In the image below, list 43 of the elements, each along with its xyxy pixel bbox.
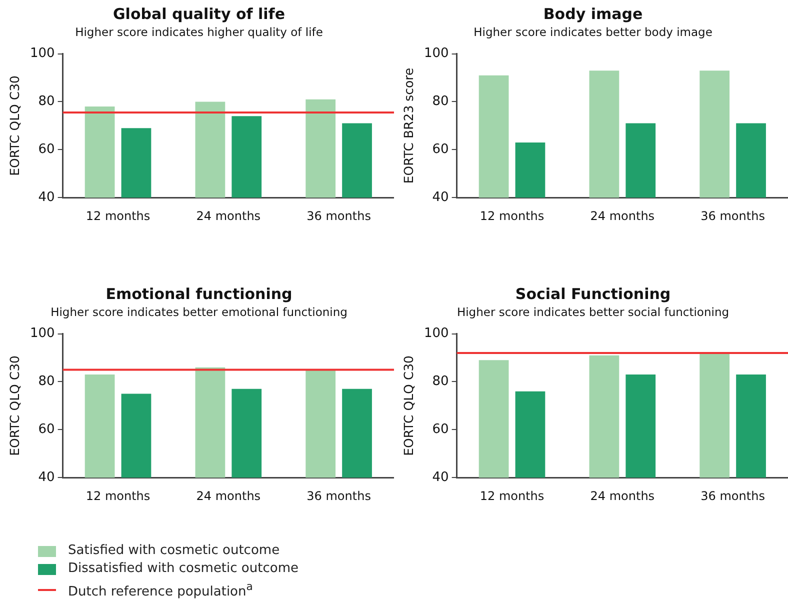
y-tick-label: 60 xyxy=(432,422,449,438)
y-tick-label: 40 xyxy=(38,470,55,485)
x-tick-label: 12 months xyxy=(86,488,150,503)
y-tick-label: 100 xyxy=(30,326,55,342)
x-tick-label: 24 months xyxy=(590,208,655,223)
y-tick-label: 80 xyxy=(432,374,449,390)
chart-title: Emotional functioning xyxy=(106,284,292,303)
legend-label: Dissatisfied with cosmetic outcome xyxy=(68,560,298,578)
chart-subtitle: Higher score indicates better body image xyxy=(474,24,712,39)
x-tick-label: 12 months xyxy=(86,208,150,223)
y-tick-label: 80 xyxy=(38,94,55,110)
y-tick-label: 40 xyxy=(432,190,449,205)
x-tick-label: 24 months xyxy=(196,488,261,503)
y-tick-label: 60 xyxy=(38,422,55,438)
x-tick-label: 24 months xyxy=(590,488,655,503)
y-tick-label: 100 xyxy=(424,46,449,62)
chart-subtitle: Higher score indicates better social functioning xyxy=(456,304,730,319)
y-tick-label: 100 xyxy=(30,46,55,62)
chart-subtitle: Higher score indicates better emotional functioning xyxy=(50,304,348,319)
y-tick-label: 40 xyxy=(432,470,449,485)
y-tick-label: 60 xyxy=(432,142,449,158)
chart-title: Social Functioning xyxy=(515,284,671,303)
y-axis-title: EORTC BR23 score xyxy=(400,67,416,184)
chart-title: Global quality of life xyxy=(112,4,286,23)
x-tick-label: 36 months xyxy=(306,488,371,503)
legend-label: Satisfied with cosmetic outcome xyxy=(68,542,280,560)
y-axis-title: EORTC QLQ C30 xyxy=(6,75,22,176)
x-tick-label: 12 months xyxy=(480,208,544,223)
chart-subtitle: Higher score indicates higher quality of life xyxy=(75,24,323,39)
x-tick-label: 36 months xyxy=(306,208,371,223)
y-tick-label: 40 xyxy=(38,190,55,205)
y-tick-label: 80 xyxy=(432,94,449,110)
y-tick-label: 80 xyxy=(38,374,55,390)
x-tick-label: 24 months xyxy=(196,208,261,223)
y-tick-label: 60 xyxy=(38,142,55,158)
y-axis-title: EORTC QLQ C30 xyxy=(400,355,416,456)
chart-title: Body image xyxy=(543,4,643,23)
x-tick-label: 36 months xyxy=(700,488,765,503)
y-tick-label: 100 xyxy=(424,326,449,342)
legend-label: Dutch reference population$^{a}$ xyxy=(68,579,253,601)
x-tick-label: 12 months xyxy=(480,488,544,503)
y-axis-title: EORTC QLQ C30 xyxy=(6,355,22,456)
x-tick-label: 36 months xyxy=(700,208,765,223)
